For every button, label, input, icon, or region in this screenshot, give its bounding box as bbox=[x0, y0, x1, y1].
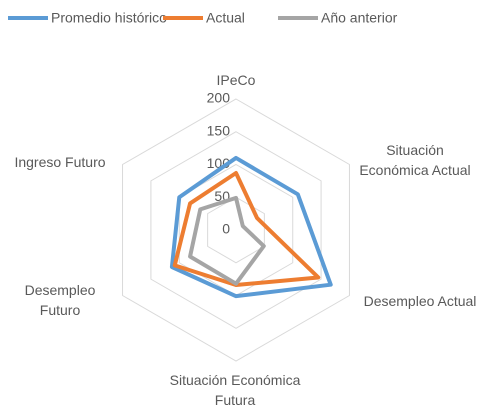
legend-label: Actual bbox=[206, 10, 245, 26]
grid-line bbox=[122, 98, 350, 362]
legend-label: Año anterior bbox=[321, 10, 398, 26]
category-label: Desempleo Actual bbox=[363, 293, 477, 309]
grid-line bbox=[150, 131, 322, 329]
tick-label: 200 bbox=[207, 90, 231, 106]
category-label: Desempleo Futuro bbox=[24, 282, 96, 318]
category-label: IPeCo bbox=[216, 72, 256, 88]
tick-label: 150 bbox=[207, 122, 231, 138]
series-line bbox=[169, 155, 333, 299]
legend-label: Promedio histórico bbox=[51, 10, 167, 26]
tick-label: 0 bbox=[222, 221, 230, 237]
category-label: Situación Económica Futura bbox=[169, 372, 301, 408]
category-label: Ingreso Futuro bbox=[14, 154, 106, 170]
category-label: Situación Económica Actual bbox=[359, 142, 471, 178]
series-line bbox=[188, 195, 266, 286]
grid-line bbox=[207, 196, 265, 264]
